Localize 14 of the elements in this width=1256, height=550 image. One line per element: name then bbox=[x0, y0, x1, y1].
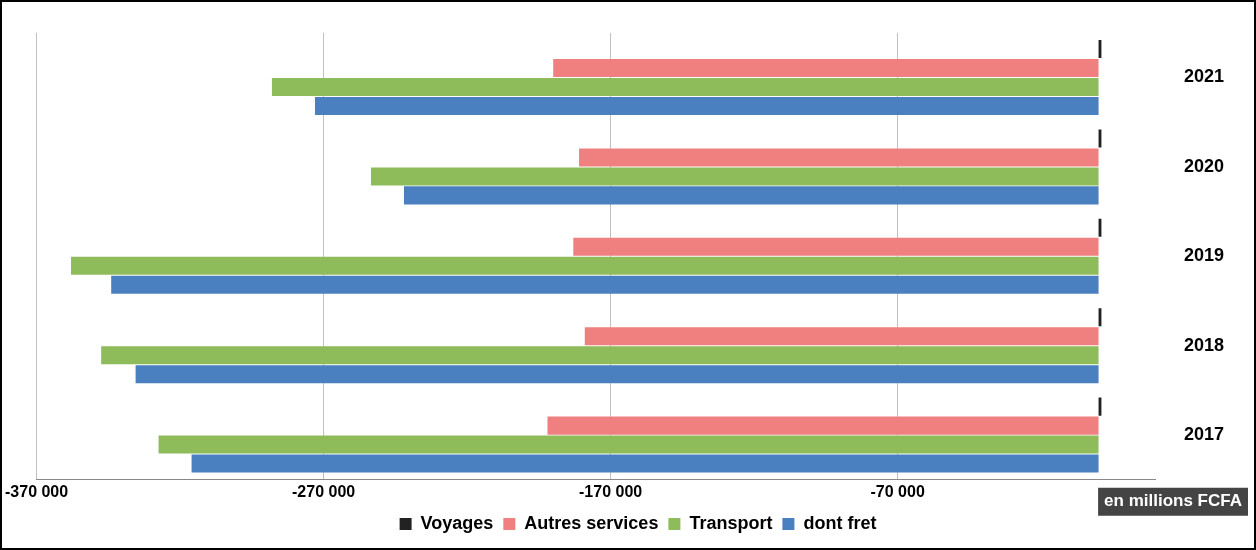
y-tick-label: 2017 bbox=[1183, 424, 1224, 445]
y-tick-label: 2021 bbox=[1183, 66, 1224, 87]
x-tick-label: -370 000 bbox=[5, 482, 69, 500]
y-tick-label: 2019 bbox=[1183, 245, 1224, 266]
legend-label: Voyages bbox=[420, 512, 494, 533]
text: en millions FCFA bbox=[1104, 491, 1243, 511]
x-tick-label: -270 000 bbox=[292, 482, 356, 500]
legend-label: dont fret bbox=[803, 512, 877, 533]
x-tick-label: -70 000 bbox=[870, 482, 925, 500]
y-tick-label: 2020 bbox=[1183, 155, 1224, 176]
y-tick-label: 2018 bbox=[1183, 334, 1224, 355]
legend-label: Autres services bbox=[524, 512, 659, 533]
x-tick-label: -170 000 bbox=[579, 482, 643, 500]
legend-label: Transport bbox=[689, 512, 773, 533]
